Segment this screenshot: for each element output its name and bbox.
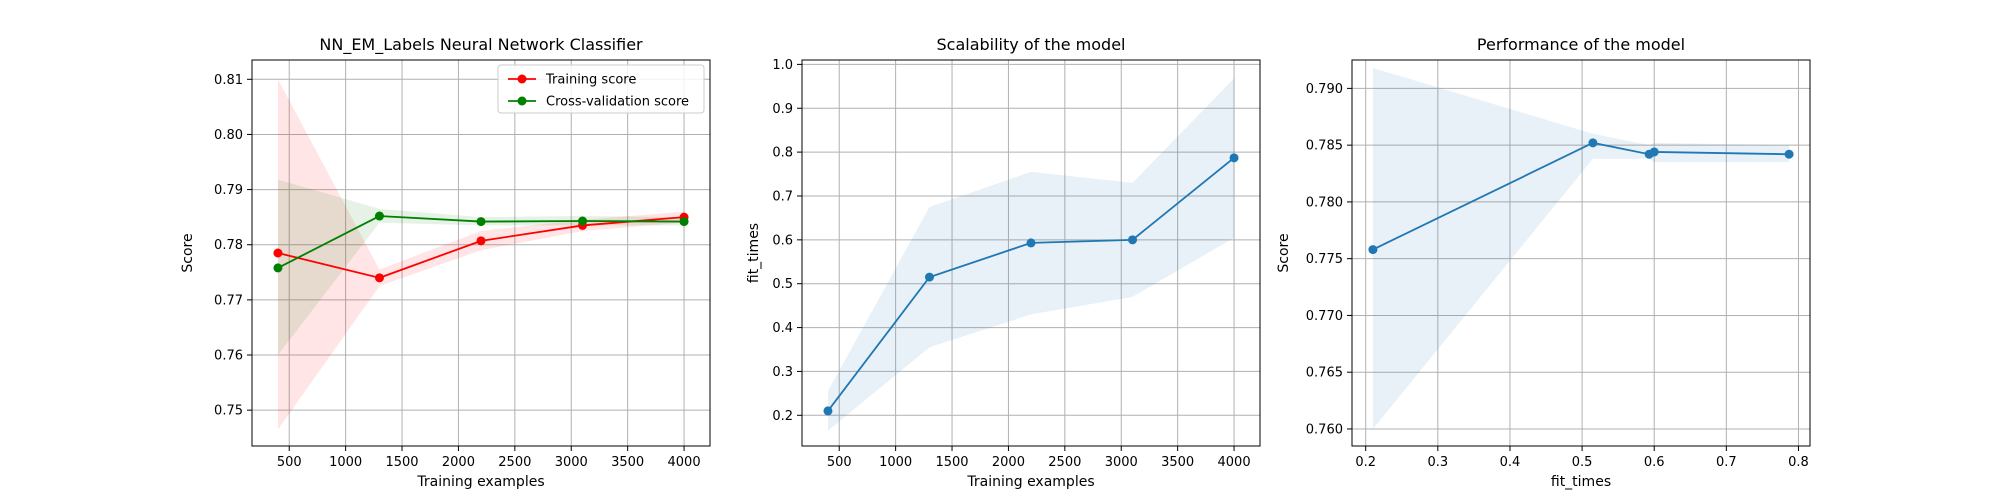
- y-tick-label: 0.79: [214, 183, 243, 198]
- series-2-point: [679, 217, 689, 227]
- y-tick-label: 0.3: [772, 365, 793, 380]
- x-tick-label: 500: [827, 455, 852, 470]
- legend-entry-label: Training score: [545, 73, 636, 88]
- x-tick-label: 0.5: [1572, 455, 1593, 470]
- x-tick-label: 1000: [879, 455, 912, 470]
- chart-panel-3: 0.2 0.3 0.4 0.5 0.6 0.7 0.8 0.760 0.765 0.770 0.77…: [1276, 35, 1811, 490]
- y-tick-label: 0.78: [214, 238, 243, 253]
- series-1-band: [1372, 67, 1790, 429]
- y-tick-label: 0.765: [1306, 366, 1343, 381]
- series-1-point: [1026, 238, 1036, 248]
- chart-panel-1: 500 1000 1500 2000 2500 3000 3500 4000 0.75 0.76 0…: [180, 35, 711, 490]
- x-tick-label: 1500: [385, 455, 418, 470]
- x-tick-label: 3500: [1161, 455, 1194, 470]
- y-axis-label: fit_times: [746, 223, 762, 283]
- x-axis-label: Training examples: [416, 474, 544, 490]
- x-tick-label: 0.8: [1788, 455, 1809, 470]
- y-tick-label: 0.775: [1306, 252, 1343, 267]
- y-tick-label: 0.780: [1306, 195, 1343, 210]
- series-1-point: [476, 236, 486, 246]
- x-tick-label: 2500: [1048, 455, 1081, 470]
- series-2-point: [273, 263, 283, 273]
- y-tick-label: 0.2: [772, 409, 793, 424]
- plot-frame: [801, 59, 1261, 447]
- y-tick-label: 0.4: [772, 321, 793, 336]
- legend: Training score Cross-validation score: [497, 64, 705, 114]
- y-tick-label: 0.5: [772, 277, 793, 292]
- x-axis-label: fit_times: [1551, 474, 1611, 490]
- x-tick-label: 1500: [935, 455, 968, 470]
- series-1-point: [1229, 153, 1239, 163]
- chart-title: NN_EM_Labels Neural Network Classifier: [319, 35, 643, 55]
- series-1-point: [924, 272, 934, 282]
- y-tick-label: 0.75: [214, 404, 243, 419]
- x-tick-label: 500: [277, 455, 302, 470]
- series-1-band: [827, 78, 1235, 431]
- x-tick-label: 3000: [555, 455, 588, 470]
- y-tick-label: 0.6: [772, 233, 793, 248]
- legend-box: [497, 64, 705, 114]
- legend-swatch-marker: [517, 74, 527, 84]
- y-tick-label: 0.790: [1306, 82, 1343, 97]
- y-tick-label: 0.77: [214, 293, 243, 308]
- x-tick-label: 0.7: [1716, 455, 1737, 470]
- x-tick-label: 3500: [611, 455, 644, 470]
- y-tick-label: 0.770: [1306, 309, 1343, 324]
- x-tick-label: 0.2: [1355, 455, 1376, 470]
- y-tick-label: 0.7: [772, 189, 793, 204]
- series-1-point: [1128, 235, 1138, 245]
- chart-title: Performance of the model: [1477, 35, 1685, 54]
- x-tick-label: 1000: [329, 455, 362, 470]
- x-tick-label: 2000: [992, 455, 1025, 470]
- series-2-point: [578, 216, 588, 226]
- plot-frame: [1351, 59, 1811, 447]
- y-tick-label: 0.76: [214, 349, 243, 364]
- series-1-point: [823, 406, 833, 416]
- chart-panel-2: 500 1000 1500 2000 2500 3000 3500 4000 0.2 0.3 0.4…: [746, 35, 1261, 490]
- legend-entry-label: Cross-validation score: [546, 95, 689, 110]
- chart-title: Scalability of the model: [937, 35, 1126, 54]
- y-axis-label: Score: [1276, 233, 1292, 272]
- x-tick-label: 4000: [668, 455, 701, 470]
- plot-frame: [251, 59, 711, 447]
- x-tick-label: 4000: [1218, 455, 1251, 470]
- series-2-point: [476, 217, 486, 227]
- x-tick-label: 3000: [1105, 455, 1138, 470]
- series-1-point: [1368, 245, 1378, 255]
- legend-swatch-marker: [517, 96, 527, 106]
- y-tick-label: 0.9: [772, 102, 793, 117]
- series-1-point: [273, 248, 283, 258]
- series-1-band: [277, 79, 685, 430]
- y-tick-label: 0.81: [214, 73, 243, 88]
- series-1-point: [1649, 147, 1659, 157]
- series-2-point: [374, 211, 384, 221]
- x-tick-label: 2000: [442, 455, 475, 470]
- x-tick-label: 0.4: [1500, 455, 1521, 470]
- y-tick-label: 1.0: [772, 58, 793, 73]
- x-tick-label: 0.6: [1644, 455, 1665, 470]
- y-axis-label: Score: [180, 233, 196, 272]
- y-tick-label: 0.785: [1306, 139, 1343, 154]
- series-1-point: [1588, 138, 1598, 148]
- x-tick-label: 0.3: [1427, 455, 1448, 470]
- series-1-point: [1784, 149, 1794, 159]
- x-axis-label: Training examples: [966, 474, 1094, 490]
- y-tick-label: 0.760: [1306, 422, 1343, 437]
- x-tick-label: 2500: [498, 455, 531, 470]
- y-tick-label: 0.80: [214, 128, 243, 143]
- y-tick-label: 0.8: [772, 146, 793, 161]
- series-1-point: [374, 273, 384, 283]
